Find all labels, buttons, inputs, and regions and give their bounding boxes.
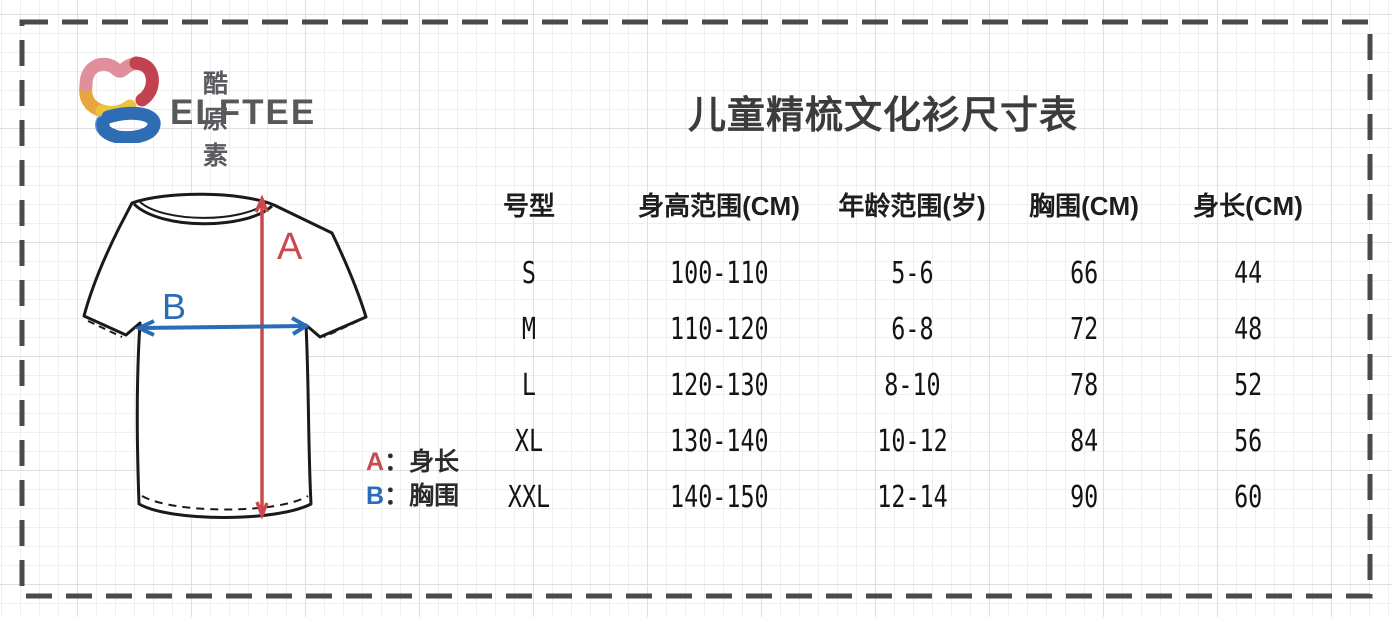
table-cell: M bbox=[521, 311, 537, 347]
bottom-hem bbox=[141, 495, 309, 511]
measure-b-label: B bbox=[162, 286, 186, 327]
table-cell: 44 bbox=[1233, 255, 1263, 291]
table-cell: 66 bbox=[1069, 255, 1099, 291]
legend-key-a: A bbox=[366, 448, 385, 476]
table-cell: 6-8 bbox=[890, 311, 934, 347]
table-cell: 52 bbox=[1233, 367, 1263, 403]
legend-label-a: 身长 bbox=[409, 448, 460, 476]
table-cell: 120-130 bbox=[669, 367, 769, 403]
table-cell: 84 bbox=[1069, 423, 1099, 459]
column-header: 年龄范围(岁) bbox=[838, 190, 986, 221]
brand-wordmark: ELFTEE bbox=[170, 93, 317, 132]
legend-key-b: B bbox=[366, 482, 385, 510]
column-header: 胸围(CM) bbox=[1029, 190, 1139, 221]
table-cell: S bbox=[521, 255, 537, 291]
brand-tagline: 酷原素 bbox=[203, 70, 238, 170]
table-cell: 12-14 bbox=[876, 479, 948, 515]
selftee-s-logo-icon bbox=[79, 56, 161, 143]
table-cell: XL bbox=[514, 423, 544, 459]
table-cell: 48 bbox=[1233, 311, 1263, 347]
legend-sep-a: ： bbox=[384, 448, 410, 476]
table-cell: 56 bbox=[1233, 423, 1263, 459]
table-cell: L bbox=[521, 367, 537, 403]
column-body: S M L XL XXL bbox=[502, 245, 556, 525]
table-column-length: 身长(CM) 44 48 52 56 60 bbox=[1193, 180, 1303, 525]
table-cell: XXL bbox=[507, 479, 551, 515]
table-cell: 8-10 bbox=[883, 367, 941, 403]
table-cell: 90 bbox=[1069, 479, 1099, 515]
legend-label-b: 胸围 bbox=[409, 482, 460, 510]
measure-a-label: A bbox=[277, 226, 303, 268]
column-body: 66 72 78 84 90 bbox=[1029, 245, 1139, 525]
legend-item-a: A：身长 bbox=[366, 447, 459, 481]
table-cell: 10-12 bbox=[876, 423, 948, 459]
column-header: 身长(CM) bbox=[1193, 190, 1303, 221]
table-cell: 60 bbox=[1233, 479, 1263, 515]
column-body: 100-110 110-120 120-130 130-140 140-150 bbox=[638, 245, 800, 525]
table-cell: 78 bbox=[1069, 367, 1099, 403]
table-cell: 5-6 bbox=[890, 255, 934, 291]
left-sleeve-hem bbox=[87, 320, 123, 338]
table-cell: 110-120 bbox=[669, 311, 769, 347]
table-cell: 100-110 bbox=[669, 255, 769, 291]
tshirt-outline bbox=[82, 192, 368, 519]
tshirt-diagram: A B bbox=[82, 192, 368, 520]
right-sleeve-hem bbox=[323, 320, 359, 338]
column-header: 身高范围(CM) bbox=[638, 190, 800, 221]
table-column-size: 号型 S M L XL XXL bbox=[502, 180, 556, 525]
measure-b-line bbox=[134, 316, 310, 337]
table-cell: 72 bbox=[1069, 311, 1099, 347]
legend-item-b: B：胸围 bbox=[366, 481, 459, 515]
column-body: 44 48 52 56 60 bbox=[1193, 245, 1303, 525]
measure-a-line bbox=[254, 194, 269, 520]
table-column-age-range: 年龄范围(岁) 5-6 6-8 8-10 10-12 12-14 bbox=[838, 180, 985, 525]
column-body: 5-6 6-8 8-10 10-12 12-14 bbox=[838, 245, 985, 525]
measure-legend: A：身长 B：胸围 bbox=[366, 447, 459, 515]
legend-sep-b: ： bbox=[384, 482, 410, 510]
page-title: 儿童精梳文化衫尺寸表 bbox=[687, 92, 1078, 137]
table-column-height-range: 身高范围(CM) 100-110 110-120 120-130 130-140… bbox=[638, 180, 800, 525]
table-column-chest: 胸围(CM) 66 72 78 84 90 bbox=[1029, 180, 1139, 525]
table-cell: 130-140 bbox=[669, 423, 769, 459]
column-header: 号型 bbox=[502, 190, 555, 221]
table-cell: 140-150 bbox=[669, 479, 769, 515]
